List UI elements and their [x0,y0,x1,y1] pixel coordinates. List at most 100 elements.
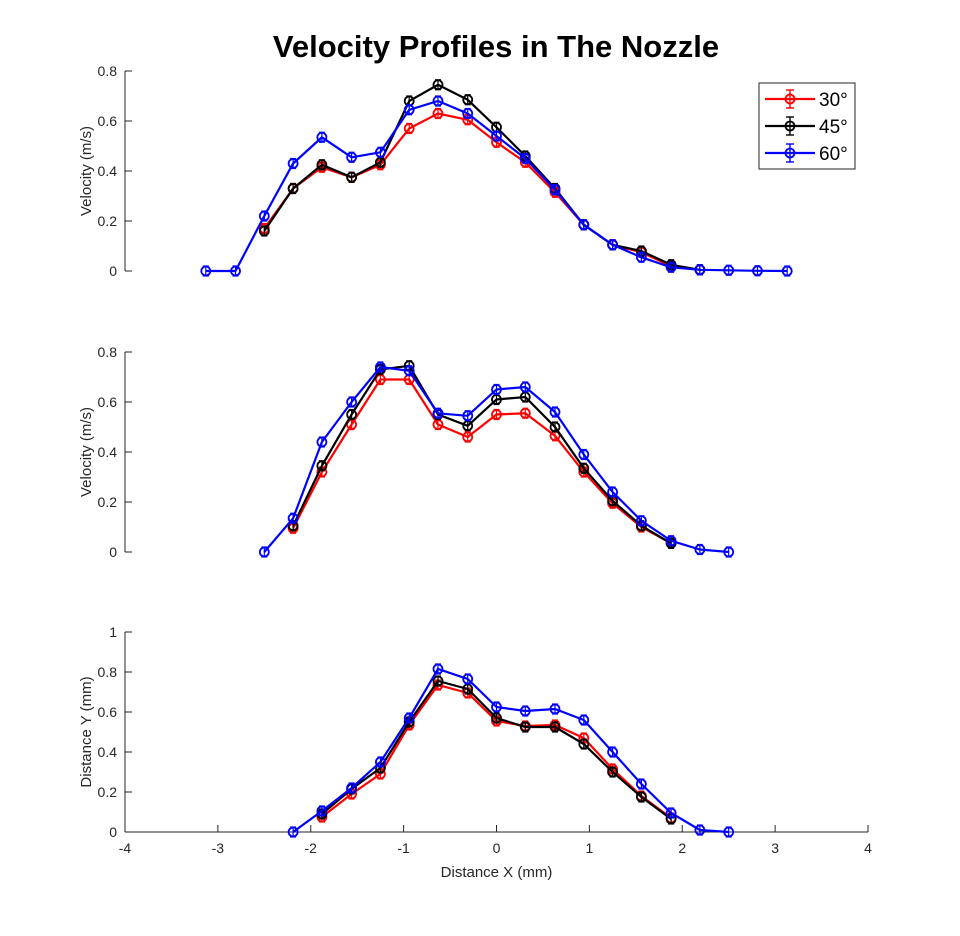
x-tick-label: -1 [397,840,410,856]
data-point [375,146,386,158]
data-point [462,431,474,443]
data-point [258,210,270,222]
data-point [781,265,793,277]
series-60 [200,95,793,277]
data-point [694,543,706,556]
data-point [635,791,647,803]
plot-2: 0 0.2 0.4 0.6 0.8 Velocity (m/s) [78,344,735,560]
data-point [694,824,706,836]
data-point [578,219,590,231]
data-point [287,826,299,838]
data-point [578,738,590,750]
y-tick-label: 0.4 [98,744,118,760]
x-tick-label: -2 [305,840,318,856]
data-point [432,107,444,120]
y-tick-label: 0.8 [98,63,118,79]
data-point [519,407,531,419]
plots-group: 0 0.2 0.4 0.6 0.8 Velocity (m/s) 0 0.2 0.4 0.6 0.8… [78,63,872,881]
legend-label: 30° [819,90,848,111]
data-point [316,805,328,817]
data-point [694,264,706,276]
data-point [578,714,590,726]
series-60 [258,361,735,558]
y-axis-label: Distance Y (mm) [78,676,95,787]
y-tick-label: 0 [109,824,117,840]
series-60 [287,663,735,838]
legend-entry: 45° [765,116,848,138]
data-point [287,182,299,195]
data-point [462,673,474,685]
data-point [403,122,415,135]
data-point [346,396,358,408]
data-point [578,448,590,461]
data-point [346,151,358,163]
data-point [519,152,531,165]
data-point [375,756,386,768]
legend-entry: 60° [765,143,848,165]
data-point [403,365,415,377]
y-tick-label: 1 [109,624,117,640]
y-tick-label: 0.4 [98,444,118,460]
y-tick-label: 0.6 [98,704,118,720]
data-point [375,361,386,373]
series-line [263,112,701,271]
y-tick-label: 0.8 [98,664,118,680]
x-tick-label: 1 [585,840,593,856]
data-point [752,265,763,277]
data-point [723,264,735,276]
data-point [432,663,444,675]
x-tick-label: -4 [119,840,132,856]
data-point [316,436,328,448]
figure-title: Velocity Profiles in The Nozzle [273,29,719,64]
legend-label: 60° [819,144,848,165]
data-point [432,79,444,91]
y-tick-label: 0 [109,544,117,560]
y-tick-label: 0.8 [98,344,118,360]
data-point [635,778,647,790]
data-point [316,131,328,143]
y-axis-label: Velocity (m/s) [78,126,95,216]
data-point [491,701,502,713]
data-point [519,381,531,393]
data-point [635,251,647,263]
x-axis-label: Distance X (mm) [441,864,553,881]
x-tick-label: 3 [771,840,779,856]
data-point [287,157,299,170]
plot-3: 0 0.2 0.4 0.6 0.8 1 -4 -3 -2 -1 0 1 2 3 4 Distance Y (m… [78,624,872,881]
legend-entry: 30° [765,89,848,111]
data-point [346,782,358,794]
data-point [549,703,561,715]
data-point [665,807,677,819]
data-point [607,239,618,251]
data-point [491,383,502,396]
x-tick-label: 2 [678,840,686,856]
data-point [462,94,474,106]
data-point [287,512,299,524]
data-point [607,766,618,778]
y-tick-label: 0.6 [98,113,118,129]
data-point [635,515,647,527]
data-point [607,746,618,758]
series-line [263,83,701,271]
data-point [519,721,531,733]
x-tick-label: -3 [212,840,225,856]
data-point [665,535,677,547]
y-tick-label: 0.2 [98,213,118,229]
y-tick-label: 0.6 [98,394,118,410]
data-point [432,407,444,419]
data-point [462,410,474,422]
y-axis-label: Velocity (m/s) [78,407,95,497]
data-point [432,675,444,687]
series-45 [287,360,677,549]
data-point [258,546,270,558]
series-45 [258,79,706,276]
data-point [462,107,474,120]
data-point [403,712,415,724]
data-point [432,95,444,107]
data-point [549,421,561,433]
y-tick-label: 0 [109,263,117,279]
data-point [491,130,502,142]
data-point [491,712,502,724]
data-point [346,408,358,421]
plot-1: 0 0.2 0.4 0.6 0.8 Velocity (m/s) [78,63,793,279]
